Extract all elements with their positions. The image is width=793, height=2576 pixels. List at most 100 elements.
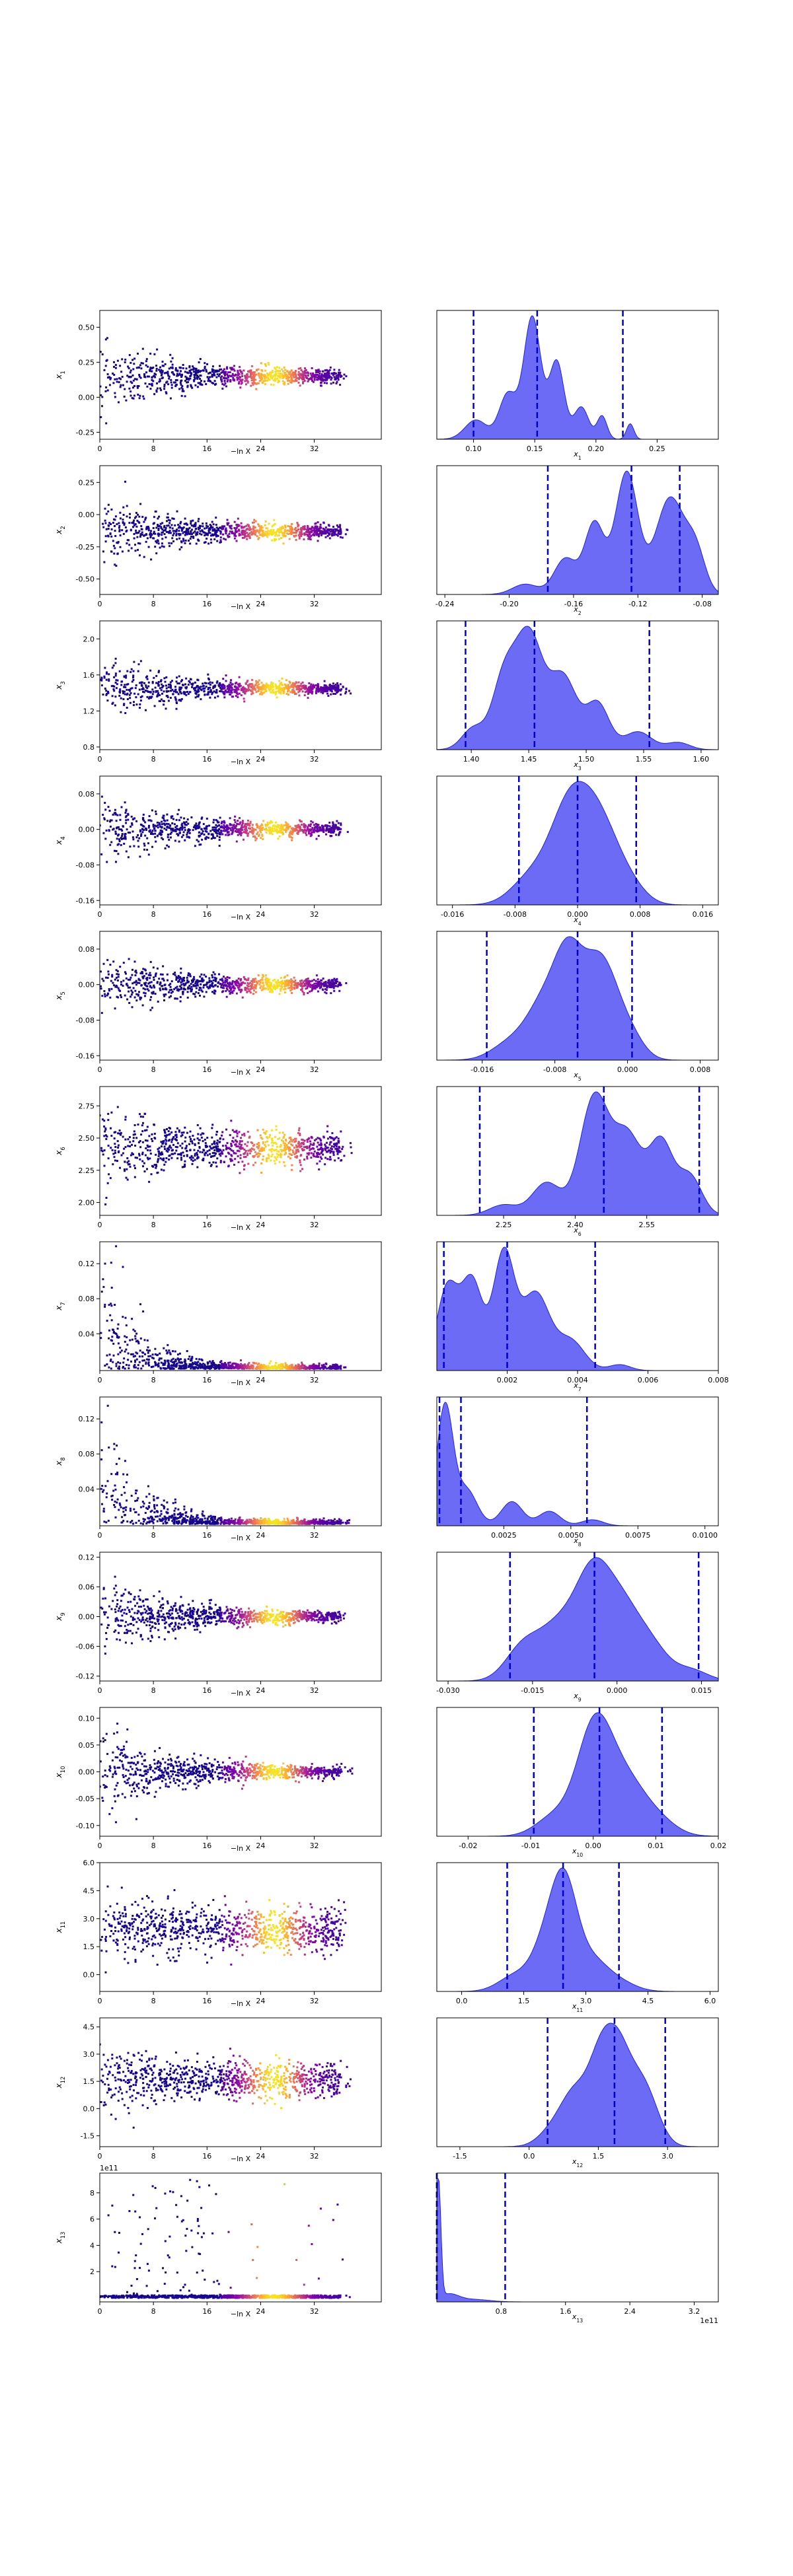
trace-point [151, 696, 153, 698]
trace-point [169, 530, 171, 532]
trace-point [146, 849, 149, 851]
trace-point [177, 975, 180, 978]
trace-point [249, 991, 252, 994]
trace-point [295, 692, 297, 695]
trace-point [179, 996, 182, 999]
trace-point [237, 528, 240, 531]
trace-point [274, 534, 277, 537]
trace-point [168, 377, 170, 380]
trace-point [107, 692, 110, 694]
trace-point [204, 527, 206, 530]
trace-point [268, 378, 270, 381]
trace-point [280, 824, 282, 827]
trace-point [104, 390, 107, 392]
trace-point [315, 534, 318, 536]
trace-point [185, 677, 188, 680]
trace-point [298, 694, 301, 697]
trace-point [265, 527, 268, 530]
trace-point [279, 683, 282, 686]
trace-point [308, 831, 310, 834]
trace-point [246, 377, 248, 380]
trace-point [169, 1145, 171, 1147]
trace-point [256, 369, 258, 372]
trace-point [340, 694, 342, 696]
trace-point [258, 530, 260, 532]
trace-point [333, 978, 336, 980]
trace-point [162, 965, 165, 968]
trace-point [165, 1139, 168, 1142]
trace-point [149, 985, 151, 987]
trace-point [316, 527, 319, 530]
trace-point [219, 539, 222, 542]
trace-point [132, 522, 135, 524]
trace-point [233, 987, 236, 989]
trace-point [227, 375, 229, 377]
trace-point [203, 542, 206, 544]
trace-point [311, 690, 313, 692]
trace-point [114, 535, 117, 537]
trace-point [153, 976, 155, 979]
trace-point [262, 820, 265, 822]
trace-point [310, 832, 313, 834]
trace-point [330, 528, 332, 531]
trace-point [260, 1172, 262, 1174]
x-tick-label: 0.15 [527, 445, 543, 453]
trace-point [282, 833, 284, 836]
trace-point [175, 978, 178, 981]
trace-point [275, 531, 278, 534]
trace-point [200, 828, 203, 831]
trace-point [263, 1149, 265, 1151]
trace-point [219, 373, 221, 376]
trace-point [199, 378, 201, 380]
trace-point [174, 698, 177, 700]
trace-point [243, 698, 245, 700]
trace-point [208, 372, 211, 374]
trace-point [289, 989, 292, 991]
trace-point [133, 385, 135, 387]
x-tick-label: 1.60 [693, 755, 710, 764]
trace-point [213, 1152, 216, 1155]
trace-point [231, 367, 233, 369]
trace-point [226, 988, 229, 991]
trace-point [317, 369, 320, 371]
trace-point [168, 1149, 170, 1151]
trace-point [272, 530, 275, 533]
trace-point [196, 685, 199, 688]
trace-point [202, 830, 204, 833]
trace-point [190, 372, 192, 375]
trace-point [126, 375, 129, 377]
trace-point [123, 686, 126, 688]
trace-point [188, 836, 190, 838]
trace-point [335, 382, 338, 384]
trace-point [211, 682, 213, 684]
trace-point [154, 975, 157, 978]
trace-point [321, 689, 324, 692]
trace-point [124, 684, 126, 686]
trace-point [195, 822, 198, 825]
trace-point [272, 980, 274, 982]
trace-point [261, 824, 264, 826]
trace-point [345, 688, 348, 690]
trace-point [225, 826, 228, 828]
trace-point [276, 1158, 278, 1161]
trace-point [236, 526, 239, 528]
trace-point [290, 369, 293, 372]
trace-point [280, 373, 282, 375]
x-tick-label: 24 [256, 1065, 265, 1074]
trace-point [234, 530, 237, 533]
trace-point [148, 691, 151, 693]
trace-point [278, 538, 280, 540]
trace-point [273, 691, 276, 694]
dist-frame [436, 465, 719, 595]
trace-point [227, 834, 229, 836]
trace-point [264, 1143, 266, 1146]
trace-point [149, 974, 152, 977]
trace-point [213, 372, 215, 375]
trace-point [180, 986, 182, 989]
trace-point [186, 832, 189, 834]
trace-point [103, 817, 106, 820]
trace-point [136, 519, 139, 522]
trace-point [108, 1173, 110, 1176]
trace-point [124, 812, 127, 814]
trace-point [241, 983, 243, 985]
